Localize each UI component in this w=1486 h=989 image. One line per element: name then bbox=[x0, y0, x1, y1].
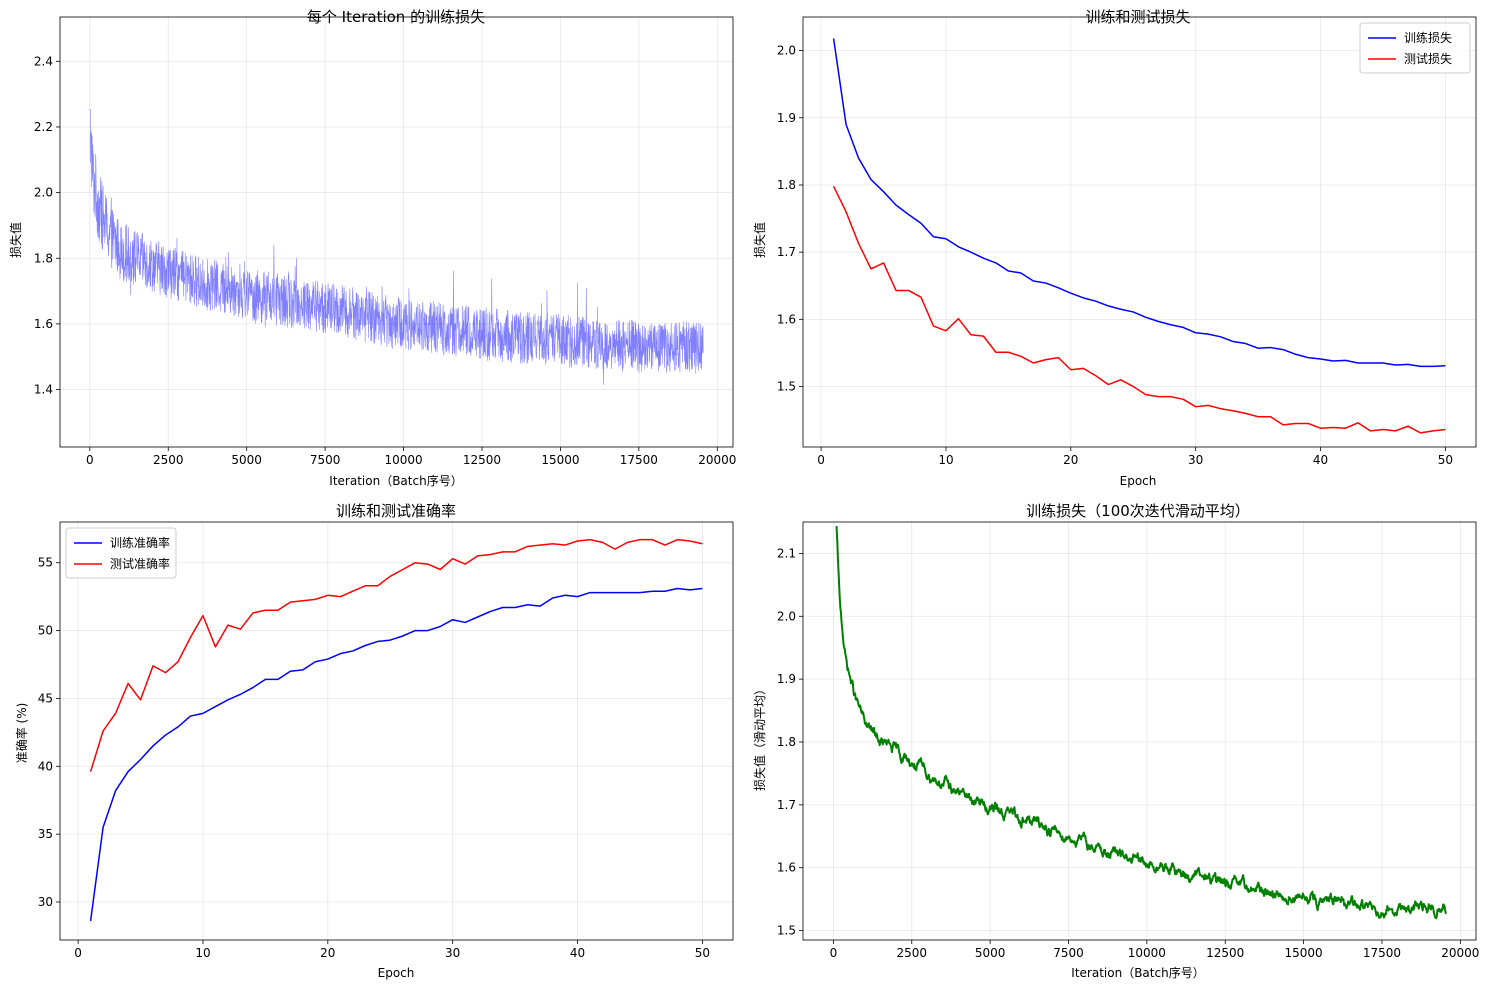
epoch-loss-xtick-label-1: 10 bbox=[938, 453, 953, 467]
moving-avg-title: 训练损失（100次迭代滑动平均） bbox=[1026, 502, 1250, 520]
iter-loss-ytick-label-5: 2.4 bbox=[34, 54, 53, 68]
epoch-acc-ytick-label-5: 55 bbox=[38, 556, 53, 570]
epoch-loss-xtick-label-5: 50 bbox=[1438, 453, 1453, 467]
epoch-loss-xlabel: Epoch bbox=[1120, 474, 1157, 488]
moving-avg-ytick-label-1: 1.6 bbox=[777, 861, 796, 875]
epoch-loss-series-1-line bbox=[832, 185, 1446, 434]
epoch-acc-series-0-line bbox=[89, 587, 703, 922]
epoch-loss-panel: 训练和测试损失 Epoch 损失值 0 10 20 30 40 501.51.61.71.… bbox=[752, 8, 1477, 488]
iter-loss-ylabel: 损失值 bbox=[8, 222, 23, 258]
epoch-loss-xtick-label-0: 0 bbox=[817, 453, 825, 467]
iter-loss-xlabel: Iteration（Batch序号） bbox=[329, 473, 462, 488]
moving-avg-xtick-label-0: 0 bbox=[830, 946, 838, 960]
epoch-acc-ylabel: 准确率 (%) bbox=[14, 703, 29, 764]
epoch-loss-ytick-label-4: 1.9 bbox=[777, 111, 796, 125]
epoch-loss-ytick-label-1: 1.6 bbox=[777, 312, 796, 326]
epoch-loss-xtick-label-3: 30 bbox=[1188, 453, 1203, 467]
iter-loss-xtick-label-2: 5000 bbox=[231, 453, 262, 467]
iter-loss-series-0-line bbox=[89, 108, 704, 385]
moving-avg-series-0-line bbox=[835, 526, 1447, 920]
moving-avg-panel: 训练损失（100次迭代滑动平均） Iteration（Batch序号） 损失值（… bbox=[752, 502, 1479, 980]
moving-avg-ytick-label-4: 1.9 bbox=[777, 672, 796, 686]
epoch-acc-ytick-label-0: 30 bbox=[38, 895, 53, 909]
moving-avg-xtick-label-2: 5000 bbox=[975, 946, 1006, 960]
epoch-acc-title: 训练和测试准确率 bbox=[336, 502, 456, 520]
iter-loss-ytick-label-3: 2.0 bbox=[34, 186, 53, 200]
iter-loss-xtick-label-1: 2500 bbox=[153, 453, 184, 467]
iter-loss-xtick-label-7: 17500 bbox=[620, 453, 658, 467]
moving-avg-xtick-label-7: 17500 bbox=[1363, 946, 1401, 960]
moving-avg-xtick-label-1: 2500 bbox=[896, 946, 927, 960]
epoch-acc-xtick-label-4: 40 bbox=[570, 946, 585, 960]
moving-avg-axes-frame bbox=[802, 521, 1477, 941]
moving-avg-xtick-label-3: 7500 bbox=[1053, 946, 1084, 960]
epoch-acc-ytick-label-1: 35 bbox=[38, 827, 53, 841]
epoch-acc-series-1-line bbox=[89, 538, 703, 772]
epoch-acc-ytick-label-2: 40 bbox=[38, 759, 53, 773]
epoch-loss-ytick-label-2: 1.7 bbox=[777, 245, 796, 259]
iter-loss-panel: 每个 Iteration 的训练损失 Iteration（Batch序号） 损失… bbox=[8, 8, 736, 488]
epoch-loss-xtick-label-4: 40 bbox=[1313, 453, 1328, 467]
iter-loss-xtick-label-6: 15000 bbox=[541, 453, 579, 467]
epoch-loss-ytick-label-5: 2.0 bbox=[777, 44, 796, 58]
iter-loss-axes-frame bbox=[59, 16, 734, 448]
epoch-acc-xtick-label-5: 50 bbox=[695, 946, 710, 960]
iter-loss-xtick-label-8: 20000 bbox=[698, 453, 736, 467]
epoch-acc-axes-frame bbox=[59, 521, 734, 941]
epoch-loss-ytick-label-0: 1.5 bbox=[777, 380, 796, 394]
epoch-acc-xlabel: Epoch bbox=[378, 966, 415, 980]
epoch-acc-ytick-label-3: 45 bbox=[38, 691, 53, 705]
epoch-acc-panel: 训练和测试准确率 Epoch 准确率 (%) 0 10 20 30 40 50 30 35 40… bbox=[14, 502, 734, 980]
iter-loss-xtick-label-4: 10000 bbox=[384, 453, 422, 467]
epoch-acc-legend-label-0: 训练准确率 bbox=[110, 535, 170, 550]
moving-avg-xtick-label-4: 10000 bbox=[1128, 946, 1166, 960]
iter-loss-xtick-label-3: 7500 bbox=[310, 453, 341, 467]
moving-avg-ytick-label-2: 1.7 bbox=[777, 798, 796, 812]
epoch-loss-legend-label-1: 测试损失 bbox=[1404, 51, 1452, 66]
epoch-acc-legend-label-1: 测试准确率 bbox=[110, 556, 170, 571]
moving-avg-xlabel: Iteration（Batch序号） bbox=[1071, 965, 1204, 980]
moving-avg-ytick-label-0: 1.5 bbox=[777, 924, 796, 938]
moving-avg-ytick-label-5: 2.0 bbox=[777, 609, 796, 623]
epoch-acc-xtick-label-2: 20 bbox=[320, 946, 335, 960]
iter-loss-ytick-label-2: 1.8 bbox=[34, 251, 53, 265]
iter-loss-ytick-label-1: 1.6 bbox=[34, 317, 53, 331]
epoch-loss-ytick-label-3: 1.8 bbox=[777, 178, 796, 192]
iter-loss-ytick-label-4: 2.2 bbox=[34, 120, 53, 134]
moving-avg-xtick-label-8: 20000 bbox=[1441, 946, 1479, 960]
moving-avg-ylabel: 损失值（滑动平均） bbox=[752, 683, 767, 791]
epoch-acc-xtick-label-1: 10 bbox=[195, 946, 210, 960]
iter-loss-xtick-label-5: 12500 bbox=[463, 453, 501, 467]
epoch-acc-xtick-label-3: 30 bbox=[445, 946, 460, 960]
epoch-loss-xtick-label-2: 20 bbox=[1063, 453, 1078, 467]
epoch-loss-series-0-line bbox=[832, 38, 1446, 368]
moving-avg-ytick-label-6: 2.1 bbox=[777, 546, 796, 560]
epoch-loss-legend-label-0: 训练损失 bbox=[1404, 30, 1452, 45]
epoch-loss-legend-box bbox=[1359, 22, 1471, 74]
epoch-acc-legend-box bbox=[65, 527, 177, 579]
iter-loss-ytick-label-0: 1.4 bbox=[34, 383, 53, 397]
epoch-loss-axes-frame bbox=[802, 16, 1477, 448]
moving-avg-ytick-label-3: 1.8 bbox=[777, 735, 796, 749]
epoch-loss-ylabel: 损失值 bbox=[752, 222, 767, 258]
iter-loss-xtick-label-0: 0 bbox=[86, 453, 94, 467]
moving-avg-xtick-label-6: 15000 bbox=[1285, 946, 1323, 960]
epoch-acc-xtick-label-0: 0 bbox=[74, 946, 82, 960]
epoch-acc-ytick-label-4: 50 bbox=[38, 624, 53, 638]
moving-avg-xtick-label-5: 12500 bbox=[1206, 946, 1244, 960]
